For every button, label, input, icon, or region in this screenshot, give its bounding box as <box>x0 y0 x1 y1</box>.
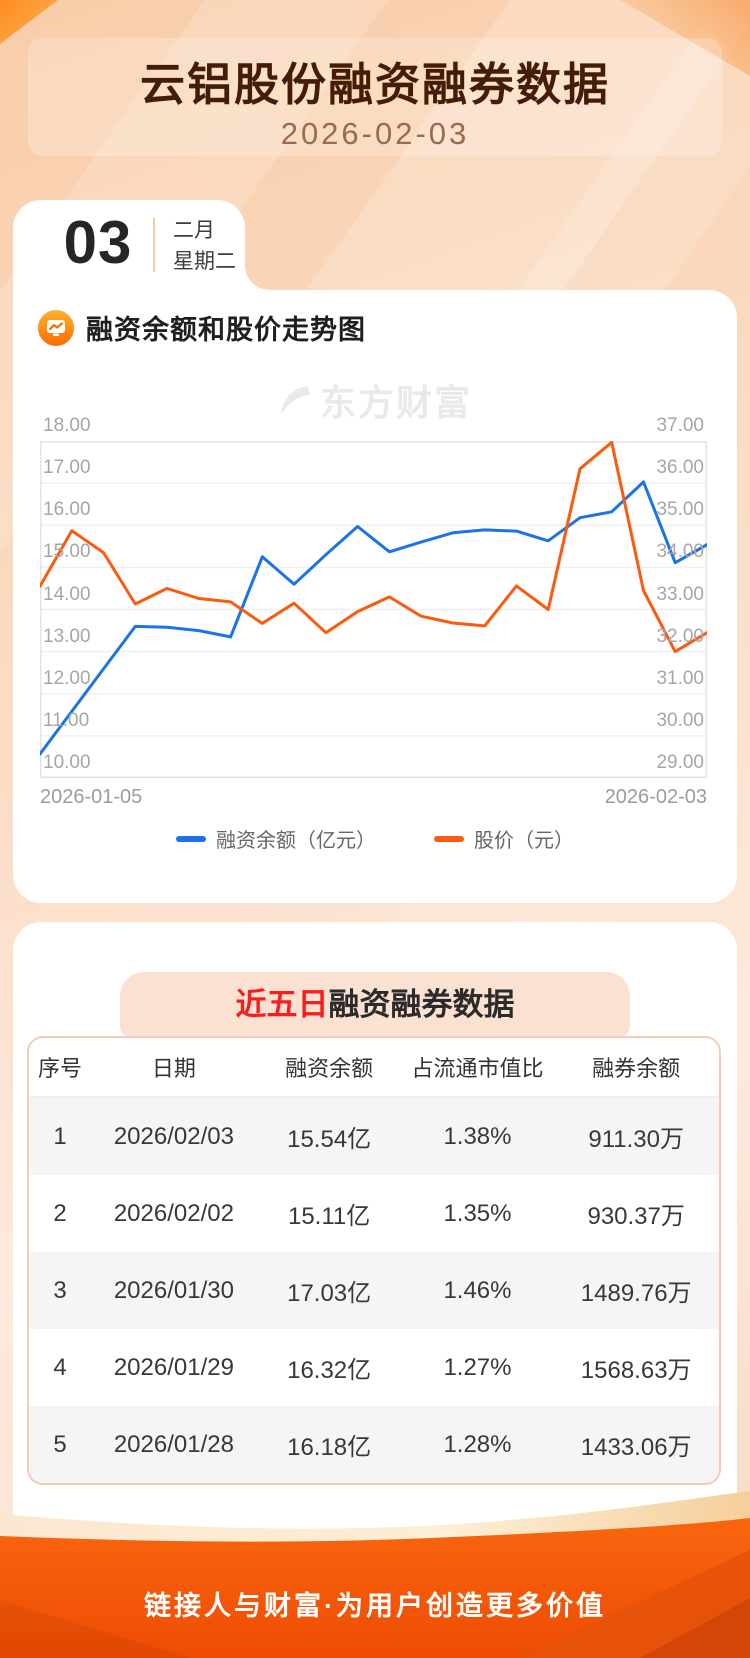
table-cell: 2026/02/03 <box>113 1122 234 1150</box>
table-title-rest: 融资融券数据 <box>328 987 515 1022</box>
table-cell: 17.03亿 <box>287 1280 372 1307</box>
table-cell: 15.11亿 <box>287 1203 371 1230</box>
date-card: 03 二月 星期二 <box>13 200 245 290</box>
legend-item: 股价（元） <box>434 824 574 853</box>
x-axis-start-label: 2026-01-05 <box>40 786 143 808</box>
table-header-row: 序号 日期 融资余额 占流通市值比 融券余额 <box>29 1038 719 1098</box>
table-header-cell: 序号 <box>38 1056 83 1081</box>
table-cell: 15.54亿 <box>287 1126 372 1153</box>
right-axis-tick: 36.00 <box>656 457 704 479</box>
table-cell: 2026/01/29 <box>113 1353 234 1381</box>
table-cell: 1.28% <box>443 1430 512 1458</box>
table-cell: 2026/02/02 <box>113 1199 234 1227</box>
table-row: 5 2026/01/28 16.18亿 1.28% 1433.06万 <box>29 1406 719 1483</box>
date-card-day: 03 <box>63 209 133 276</box>
table-cell: 2026/01/30 <box>113 1276 234 1304</box>
table-cell: 5 <box>53 1430 67 1458</box>
date-card-weekday: 星期二 <box>173 250 236 273</box>
table-cell: 16.32亿 <box>287 1357 372 1384</box>
table-cell: 4 <box>53 1353 67 1381</box>
date-card-fillet <box>245 266 269 290</box>
left-axis-tick: 14.00 <box>43 583 91 605</box>
chart-legend: 融资余额（亿元） 股价（元） <box>0 824 750 853</box>
legend-label: 股价（元） <box>474 830 574 852</box>
right-axis-tick: 35.00 <box>656 499 704 521</box>
title-background-band <box>28 38 722 156</box>
table-cell: 911.30万 <box>588 1126 684 1153</box>
right-axis-tick: 32.00 <box>656 625 704 647</box>
table-cell: 16.18亿 <box>287 1434 372 1461</box>
left-axis-tick: 12.00 <box>43 667 91 689</box>
left-axis-tick: 18.00 <box>43 415 91 436</box>
table-cell: 1.27% <box>443 1353 512 1381</box>
table-header-cell: 日期 <box>151 1056 196 1081</box>
right-axis-tick: 31.00 <box>656 667 704 689</box>
left-axis-tick: 10.00 <box>43 752 91 773</box>
left-axis-tick: 17.00 <box>43 457 91 479</box>
table-cell: 2026/01/28 <box>113 1430 234 1458</box>
date-card-divider <box>153 218 155 272</box>
page-date: 2026-02-03 <box>280 116 470 151</box>
trend-chart: 18.00 17.00 16.00 15.00 14.00 13.00 12.00 11.00… <box>38 415 709 778</box>
left-axis-tick: 11.00 <box>43 709 90 731</box>
table-header-cell: 融券余额 <box>592 1056 681 1081</box>
chart-card <box>13 290 737 903</box>
table-cell: 1489.76万 <box>580 1280 692 1307</box>
legend-dash-icon <box>434 835 464 842</box>
left-axis-tick: 16.00 <box>43 499 91 521</box>
right-axis-tick: 34.00 <box>656 541 704 563</box>
x-axis-end-label: 2026-02-03 <box>604 786 707 808</box>
table-cell: 1433.06万 <box>580 1434 692 1461</box>
table-row: 4 2026/01/29 16.32亿 1.27% 1568.63万 <box>29 1329 719 1406</box>
table-cell: 1.38% <box>443 1122 512 1150</box>
table-cell: 1.35% <box>443 1199 512 1227</box>
table-row: 2 2026/02/02 15.11亿 1.35% 930.37万 <box>29 1175 719 1252</box>
legend-label: 融资余额（亿元） <box>216 830 376 852</box>
footer-tagline: 链接人与财富·为用户创造更多价值 <box>144 1591 606 1621</box>
right-axis-tick: 30.00 <box>656 709 704 731</box>
table-row: 1 2026/02/03 15.54亿 1.38% 911.30万 <box>29 1098 719 1175</box>
table-row: 3 2026/01/30 17.03亿 1.46% 1489.76万 <box>29 1252 719 1329</box>
table-header-cell: 占流通市值比 <box>411 1056 544 1081</box>
table-cell: 930.37万 <box>587 1203 685 1230</box>
chart-section-title: 融资余额和股价走势图 <box>86 315 366 345</box>
left-axis-tick: 13.00 <box>43 625 91 647</box>
legend-dash-icon <box>176 835 206 842</box>
chart-monitor-icon <box>38 309 74 346</box>
date-card-month: 二月 <box>173 219 215 242</box>
table-cell: 2 <box>53 1199 67 1227</box>
margin-data-table: 序号 日期 融资余额 占流通市值比 融券余额 1 2026/02/03 15.54亿 1.38%… <box>27 1036 721 1485</box>
table-cell: 3 <box>53 1276 67 1304</box>
chart-section-header: 融资余额和股价走势图 <box>38 308 366 347</box>
right-axis-tick: 33.00 <box>656 583 704 605</box>
legend-item: 融资余额（亿元） <box>176 824 376 853</box>
left-axis-tick: 15.00 <box>43 541 91 563</box>
date-card-meta: 二月 星期二 <box>173 215 236 277</box>
table-cell: 1 <box>53 1122 67 1150</box>
table-cell: 1.46% <box>443 1276 512 1304</box>
table-header-cell: 融资余额 <box>285 1056 374 1081</box>
footer-wave <box>0 1480 750 1658</box>
table-section-banner: 近五日融资融券数据 <box>120 972 630 1038</box>
chart-plot <box>38 440 709 778</box>
right-axis-tick: 29.00 <box>656 752 704 773</box>
table-cell: 1568.63万 <box>580 1357 692 1384</box>
table-title-highlight: 近五日 <box>235 987 329 1022</box>
page-title: 云铝股份融资融券数据 <box>139 59 610 110</box>
right-axis-tick: 37.00 <box>656 415 704 436</box>
